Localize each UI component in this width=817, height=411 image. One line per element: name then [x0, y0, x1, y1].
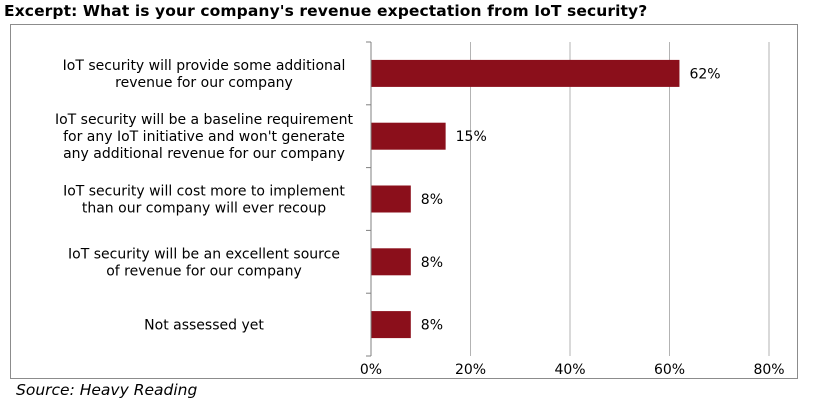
chart-title: Excerpt: What is your company's revenue … — [4, 2, 648, 20]
bar-value-label: 8% — [421, 318, 443, 334]
source-note: Source: Heavy Reading — [16, 381, 198, 399]
bar-value-label: 62% — [689, 66, 720, 82]
x-tick-label: 0% — [360, 362, 382, 378]
bar-value-label: 15% — [456, 129, 487, 145]
category-label: IoT security will cost more to implement… — [63, 184, 345, 217]
bar — [371, 59, 680, 87]
category-label: Not assessed yet — [144, 318, 264, 334]
x-tick-label: 80% — [753, 362, 784, 378]
x-tick-label: 20% — [455, 362, 486, 378]
category-label: IoT security will be a baseline requirem… — [55, 112, 354, 162]
chart-frame — [10, 24, 798, 379]
bar — [371, 311, 411, 339]
bar — [371, 248, 411, 276]
x-tick-label: 60% — [654, 362, 685, 378]
category-label: IoT security will provide some additiona… — [63, 58, 346, 91]
bar-value-label: 8% — [421, 255, 443, 271]
x-tick-label: 40% — [554, 362, 585, 378]
category-label: IoT security will be an excellent source… — [68, 246, 340, 279]
bar — [371, 185, 411, 213]
bar — [371, 122, 446, 150]
bar-value-label: 8% — [421, 192, 443, 208]
